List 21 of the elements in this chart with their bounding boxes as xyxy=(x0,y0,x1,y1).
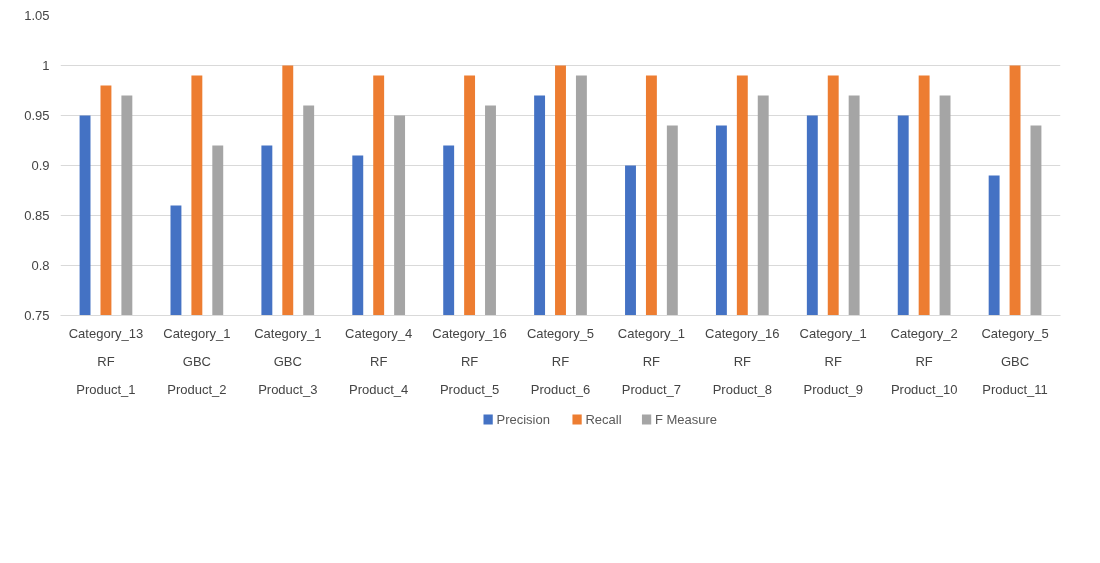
y-tick-label: 0.75 xyxy=(24,308,50,323)
y-tick-label: 1.05 xyxy=(24,8,50,23)
y-tick-label: 0.9 xyxy=(31,158,50,173)
y-tick-label: 0.85 xyxy=(24,208,50,223)
category-label: Category_2 RF Product_10 xyxy=(890,325,958,397)
y-tick-label: 0.8 xyxy=(31,258,50,273)
category-label: Category_16 RF Product_5 xyxy=(432,325,507,397)
category-label: Category_4 RF Product_4 xyxy=(345,325,413,397)
y-tick-label: 0.95 xyxy=(24,108,50,123)
category-label: Category_13 RF Product_1 xyxy=(68,325,144,397)
category-label: Category_16 RF Product_8 xyxy=(705,325,780,397)
category-label: Category_5 GBC Product_11 xyxy=(981,325,1049,397)
category-label: Category_1 RF Product_9 xyxy=(799,325,867,397)
category-label: Category_1 GBC Product_3 xyxy=(254,325,322,397)
category-label: Category_5 RF Product_6 xyxy=(526,325,595,397)
y-tick-label: 1 xyxy=(42,58,50,73)
category-label: Category_1 GBC Product_2 xyxy=(163,325,231,397)
category-label: Category_1 RF Product_7 xyxy=(617,325,686,397)
legend-label: F Measure xyxy=(654,412,718,427)
legend-label: Recall xyxy=(585,412,622,427)
legend-label: Precision xyxy=(496,412,550,427)
